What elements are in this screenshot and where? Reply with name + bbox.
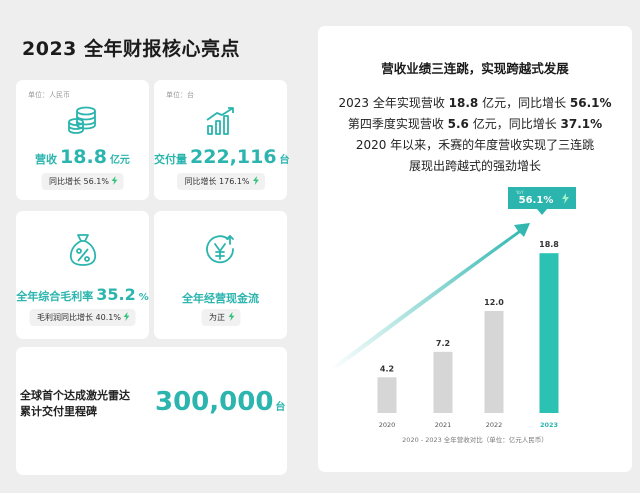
milestone-card xyxy=(16,347,287,475)
revenue-label: 营收 xyxy=(35,153,58,166)
bar-2021 xyxy=(433,351,453,413)
bolt-icon xyxy=(123,312,130,321)
bar-2020 xyxy=(377,377,397,413)
growth-arrow-icon xyxy=(332,223,530,371)
bar-value-label-2023: 18.8 xyxy=(539,240,559,249)
bar-value-label-2020: 4.2 xyxy=(380,364,394,373)
bar-2022 xyxy=(484,311,504,413)
bar-2023 xyxy=(539,253,559,413)
panel-title: 营收业绩三连跳，实现跨越式发展 xyxy=(381,61,569,76)
milestone-line-2: 累计交付里程碑 xyxy=(20,405,97,418)
milestone-number: 300,000 xyxy=(155,387,274,417)
cashflow-status-badge: 为正 xyxy=(201,309,240,326)
revenue-growth-text: 同比增长 56.1% xyxy=(49,177,109,186)
x-tick-label-2020: 2020 xyxy=(379,421,396,429)
summary-2-b: 亿元，同比增长 xyxy=(468,117,561,131)
summary-1-value: 18.8 xyxy=(448,96,479,110)
revenue-value: 18.8 xyxy=(60,146,107,168)
margin-card: 全年综合毛利率 35.2% 毛利润同比增长 40.1% xyxy=(16,211,149,339)
panel-summary: 2023 全年实现营收 18.8 亿元，同比增长 56.1% 第四季度实现营收 … xyxy=(318,93,632,177)
margin-growth-badge: 毛利润同比增长 40.1% xyxy=(29,309,136,326)
revenue-panel xyxy=(318,26,632,472)
margin-growth-text: 毛利润同比增长 40.1% xyxy=(37,313,121,322)
summary-1-a: 2023 全年实现营收 xyxy=(338,96,449,110)
yen-arrow-up-icon xyxy=(206,234,234,264)
bar-value-label-2021: 7.2 xyxy=(436,339,450,348)
milestone-line-1: 全球首个达成激光雷达 xyxy=(20,389,130,402)
bolt-icon xyxy=(562,193,569,204)
milestone-value: 300,000 台 xyxy=(155,387,285,417)
bar-value-label-2022: 12.0 xyxy=(484,298,504,307)
summary-2-growth: 37.1% xyxy=(560,117,603,131)
summary-1-b: 亿元，同比增长 xyxy=(478,96,570,110)
summary-line-4: 展现出跨越式的强劲增长 xyxy=(408,159,541,173)
cashflow-card: 全年经营现金流 为正 xyxy=(154,211,287,339)
x-tick-label-2021: 2021 xyxy=(435,421,452,429)
revenue-unit: 亿元 xyxy=(109,155,130,166)
delivery-card: 单位：台 交付量 222,116 台 同比增长 176.1% xyxy=(154,80,290,200)
page-title: 2023 全年财报核心亮点 xyxy=(22,38,240,60)
growth-chart-icon xyxy=(206,107,234,135)
bolt-icon xyxy=(111,176,118,185)
coins-stack-icon xyxy=(68,106,96,134)
delivery-growth-badge: 同比增长 176.1% xyxy=(176,173,265,190)
delivery-value: 222,116 xyxy=(190,146,277,168)
cashflow-label: 全年经营现金流 xyxy=(182,292,259,305)
milestone-label: 全球首个达成激光雷达 累计交付里程碑 xyxy=(20,388,130,420)
margin-value: 35.2 xyxy=(96,285,136,304)
revenue-growth-badge: 同比增长 56.1% xyxy=(41,173,124,190)
yoy-callout-label: YoY xyxy=(515,190,524,196)
x-tick-label-2023: 2023 xyxy=(540,421,558,429)
revenue-unit-label: 单位：人民币 xyxy=(28,91,70,99)
cashflow-status-text: 为正 xyxy=(209,313,225,322)
x-tick-label-2022: 2022 xyxy=(486,421,503,429)
delivery-label: 交付量 xyxy=(154,153,187,166)
delivery-unit: 台 xyxy=(279,155,290,166)
margin-unit: % xyxy=(138,292,149,303)
bolt-icon xyxy=(252,176,259,185)
summary-2-a: 第四季度实现营收 xyxy=(347,117,448,131)
chart-caption: 2020 - 2023 全年营收对比（单位：亿元人民币） xyxy=(402,435,548,444)
summary-1-growth: 56.1% xyxy=(569,96,612,110)
yoy-callout-value: 56.1% xyxy=(519,195,554,206)
milestone-unit: 台 xyxy=(275,402,286,413)
summary-line-1: 2023 全年实现营收 18.8 亿元，同比增长 56.1% xyxy=(318,93,632,114)
money-bag-percent-icon xyxy=(69,234,97,266)
delivery-unit-label: 单位：台 xyxy=(166,91,194,99)
summary-2-value: 5.6 xyxy=(447,117,469,131)
summary-line-2: 第四季度实现营收 5.6 亿元，同比增长 37.1% xyxy=(318,114,632,135)
delivery-growth-text: 同比增长 176.1% xyxy=(184,177,250,186)
bolt-icon xyxy=(228,312,234,321)
summary-line-3: 2020 年以来，禾赛的年度营收实现了三连跳 xyxy=(355,138,595,152)
yoy-callout-badge xyxy=(508,187,576,215)
margin-label: 全年综合毛利率 xyxy=(16,290,94,303)
revenue-card: 单位：人民币 营收 18.8 亿元 同比增长 56.1% xyxy=(16,80,149,200)
